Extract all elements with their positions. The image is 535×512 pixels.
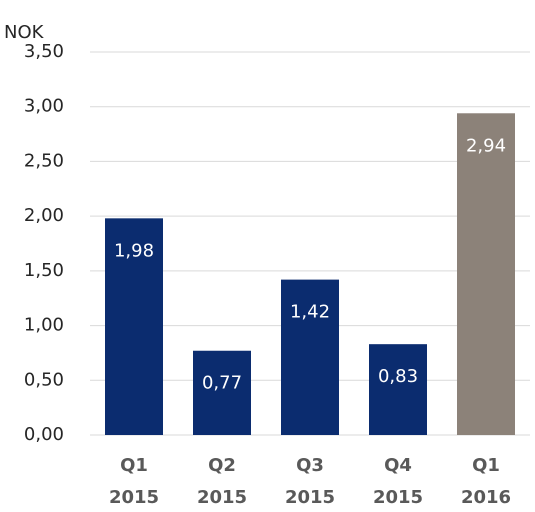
x-tick-label: Q1 — [472, 455, 500, 476]
value-label: 0,77 — [202, 373, 242, 394]
x-tick-label: Q2 — [208, 455, 236, 476]
x-tick-label: 2015 — [373, 487, 423, 508]
x-tick-label: Q3 — [296, 455, 324, 476]
bar — [105, 218, 163, 435]
bar — [281, 279, 339, 435]
value-label: 1,42 — [290, 302, 330, 323]
y-tick-label: 0,50 — [24, 369, 64, 390]
x-tick-label: 2016 — [461, 487, 511, 508]
y-tick-label: 2,50 — [24, 150, 64, 171]
y-tick-label: 2,00 — [24, 205, 64, 226]
y-tick-label: 1,00 — [24, 315, 64, 336]
value-label: 1,98 — [114, 240, 154, 261]
x-tick-label: 2015 — [109, 487, 159, 508]
bar — [193, 350, 251, 435]
y-tick-label: 0,00 — [24, 424, 64, 445]
value-label: 0,83 — [378, 366, 418, 387]
x-tick-label: Q4 — [384, 455, 412, 476]
x-tick-label: 2015 — [197, 487, 247, 508]
bar — [369, 344, 427, 435]
y-tick-label: 3,50 — [24, 41, 64, 62]
y-axis-label: NOK — [4, 22, 45, 43]
y-tick-label: 1,50 — [24, 260, 64, 281]
x-tick-label: Q1 — [120, 455, 148, 476]
y-tick-label: 3,00 — [24, 96, 64, 117]
bar — [457, 113, 515, 435]
x-tick-label: 2015 — [285, 487, 335, 508]
value-label: 2,94 — [466, 135, 506, 156]
